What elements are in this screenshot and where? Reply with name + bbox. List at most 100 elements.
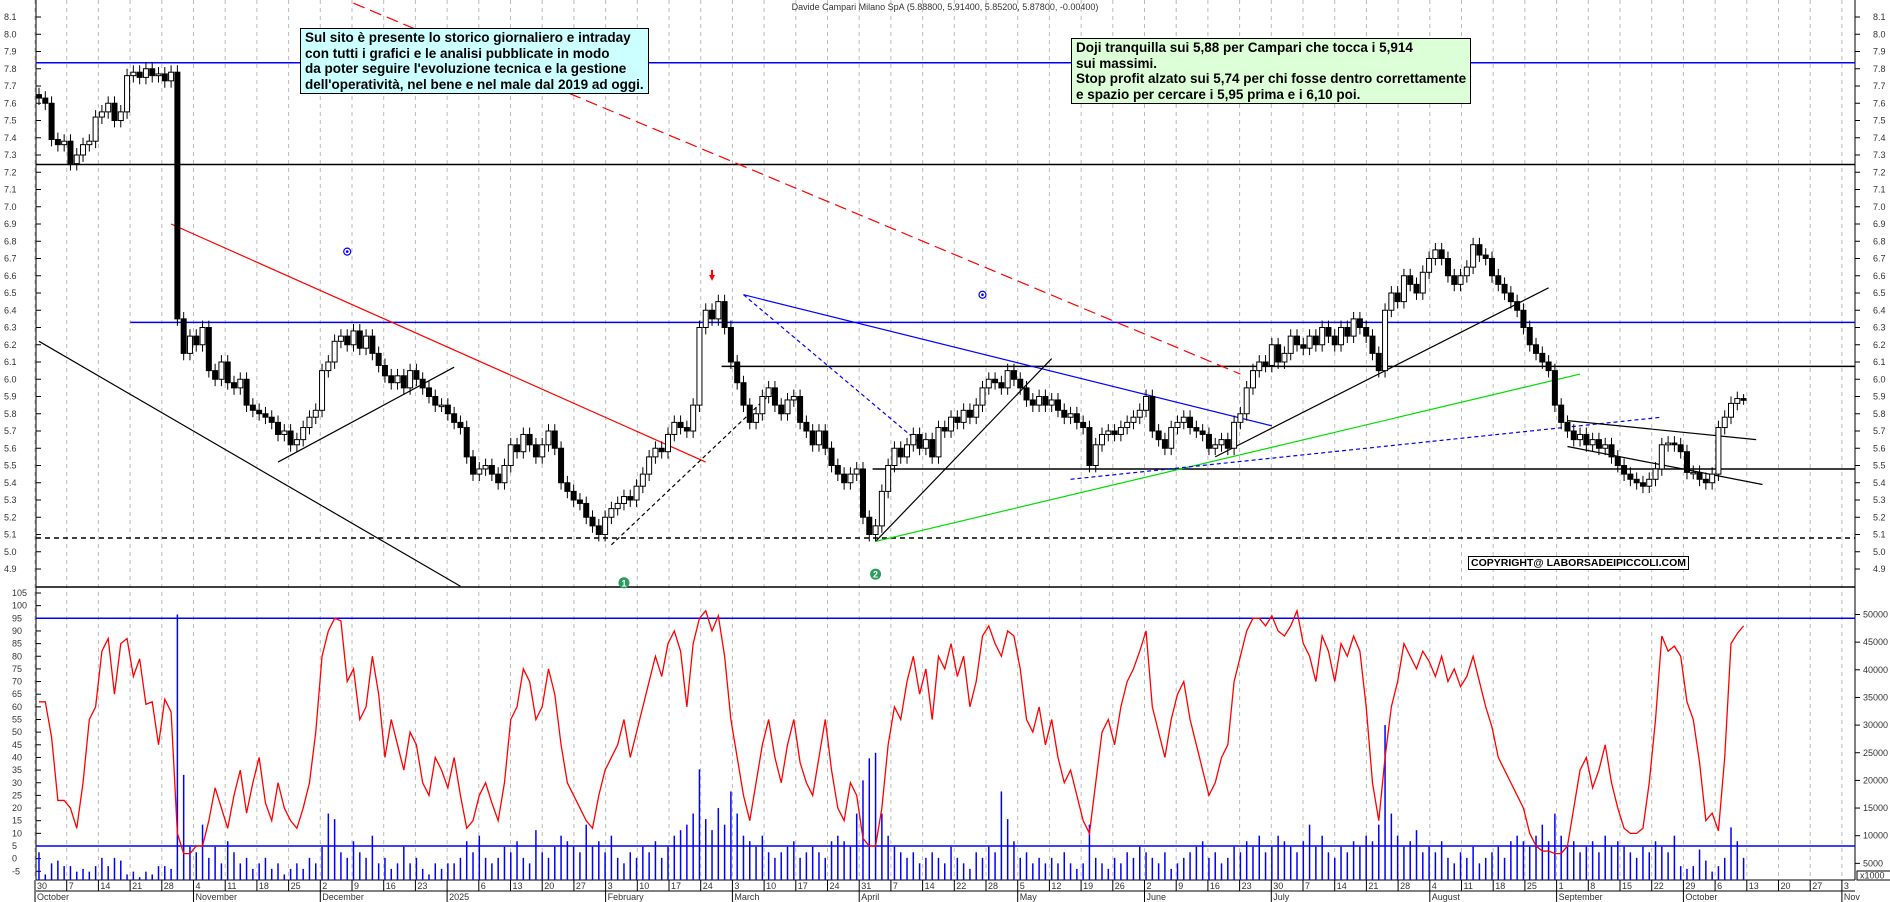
candle-up [1400,275,1407,303]
price-tick-left: 7.8 [4,64,17,74]
candle-down [205,327,212,372]
month-label: September [1559,892,1603,902]
candle-down [419,378,426,389]
candle-up [1426,258,1433,273]
price-tick-right: 7.7 [1873,81,1886,91]
green-number-label: 2 [873,570,878,580]
candle-up [482,465,489,470]
oscillator-tick: 70 [12,677,22,687]
candle-up [1646,478,1653,487]
trendline [1567,445,1763,486]
candle-down [564,482,571,492]
month-label: February [608,892,645,902]
oscillator-tick: 55 [12,715,22,725]
candle-down [658,447,665,453]
candle-down [243,378,250,406]
candle-down [275,421,282,435]
x-tick-label: 20 [544,881,554,891]
candle-up [1268,344,1275,366]
candle-up [86,140,93,146]
candle-down [1677,444,1684,453]
candle-up [1212,444,1219,449]
candle-down [413,370,420,380]
candle-down [1010,370,1017,380]
candle-up [922,439,929,449]
candle-up [1287,335,1294,354]
candle-up [1136,409,1143,418]
price-tick-right: 6.0 [1873,374,1886,384]
oscillator-tick: -5 [12,866,20,876]
copyright-label: COPYRIGHT@ LABORSADEIPICCOLI.COM [1468,556,1689,570]
x-tick-label: 2 [1147,881,1152,891]
candle-up [312,409,319,418]
candle-down [1042,396,1049,406]
candle-down [929,439,936,458]
price-tick-right: 7.5 [1873,116,1886,126]
candle-up [639,473,646,487]
candle-up [520,433,527,453]
trendline [1214,287,1549,458]
candle-up [665,433,671,453]
month-label: July [1273,892,1290,902]
candle-down [1023,387,1030,401]
trendline [353,2,1241,375]
oscillator-tick: 75 [12,664,22,674]
x-tick-label: 25 [291,881,301,891]
candle-down [1633,478,1640,484]
candle-up [633,485,640,501]
price-tick-left: 7.1 [4,185,17,195]
candle-down [54,138,61,146]
candle-down [375,352,382,366]
x-tick-label: 13 [513,881,523,891]
trendline [875,373,1581,542]
x-tick-label: 16 [1210,881,1220,891]
candle-down [1155,430,1162,441]
x-tick-label: 18 [1495,881,1505,891]
price-tick-right: 5.1 [1873,530,1886,540]
candle-up [1419,271,1426,294]
candle-up [325,361,332,372]
price-tick-left: 6.7 [4,254,17,264]
candle-down [400,375,407,389]
price-tick-right: 4.9 [1873,564,1886,574]
x-tick-label: 31 [861,881,871,891]
candle-down [841,473,848,484]
x-tick-label: 8 [1590,881,1595,891]
candle-up [614,502,621,510]
candle-up [1463,266,1470,277]
volume-tick: 20000 [1863,775,1888,785]
x-tick-label: 10 [766,881,776,891]
oscillator-line [39,608,1745,855]
price-tick-right: 6.9 [1873,219,1886,229]
candle-up [652,447,659,458]
candle-down [224,361,231,384]
candle-down [683,427,690,432]
x-tick-label: 27 [576,881,586,891]
candle-up [985,378,992,389]
candle-down [1363,327,1370,337]
candle-down [1614,456,1621,466]
candle-up [690,404,697,432]
candle-down [822,430,829,449]
x-tick-label: 30 [1273,881,1283,891]
price-tick-right: 7.0 [1873,202,1886,212]
candle-up [1180,416,1187,423]
price-tick-right: 7.3 [1873,150,1886,160]
x-tick-label: 18 [259,881,269,891]
candle-down [1275,344,1282,363]
candle-down [1482,254,1489,260]
x-tick-label: 15 [1622,881,1632,891]
candle-down [488,465,495,475]
candle-up [1237,413,1244,423]
x-tick-label: 13 [1749,881,1759,891]
candle-up [753,413,760,423]
trendline [875,358,1053,542]
x-tick-label: 30 [37,881,47,891]
month-label: October [37,892,69,902]
candle-down [1501,283,1508,294]
month-label: 2025 [449,892,469,902]
x-tick-label: 14 [925,881,935,891]
price-tick-right: 5.7 [1873,426,1886,436]
candle-up [715,301,722,320]
price-tick-left: 7.0 [4,202,17,212]
